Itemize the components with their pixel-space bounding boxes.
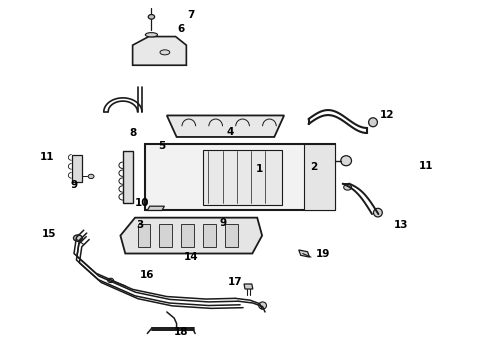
Polygon shape [147, 206, 164, 211]
Ellipse shape [148, 14, 155, 19]
Ellipse shape [108, 278, 114, 283]
Text: 9: 9 [220, 218, 226, 228]
Text: 8: 8 [129, 129, 136, 138]
Polygon shape [304, 144, 335, 211]
Ellipse shape [160, 50, 170, 55]
Ellipse shape [88, 174, 94, 179]
Polygon shape [121, 218, 262, 253]
Text: 13: 13 [394, 220, 409, 230]
Text: 4: 4 [227, 127, 234, 136]
Text: 9: 9 [71, 180, 77, 190]
Polygon shape [167, 116, 284, 137]
Polygon shape [203, 224, 216, 247]
Text: 3: 3 [136, 220, 144, 230]
Text: 11: 11 [40, 152, 54, 162]
Ellipse shape [74, 235, 82, 241]
Ellipse shape [259, 302, 267, 309]
Ellipse shape [146, 33, 158, 37]
Polygon shape [225, 224, 238, 247]
Text: 12: 12 [379, 111, 394, 121]
Text: 14: 14 [184, 252, 198, 262]
Polygon shape [244, 284, 253, 289]
Polygon shape [203, 149, 282, 205]
Ellipse shape [341, 156, 351, 166]
Ellipse shape [343, 184, 351, 190]
Text: 6: 6 [178, 24, 185, 35]
Ellipse shape [373, 208, 382, 217]
Polygon shape [133, 37, 186, 65]
Text: 19: 19 [316, 248, 330, 258]
Ellipse shape [368, 118, 377, 127]
Text: 7: 7 [188, 10, 195, 20]
Text: 16: 16 [140, 270, 154, 280]
Polygon shape [299, 250, 310, 257]
Text: 5: 5 [158, 141, 166, 151]
Text: 18: 18 [174, 327, 189, 337]
Text: 1: 1 [256, 164, 263, 174]
Text: 11: 11 [418, 161, 433, 171]
Text: 2: 2 [310, 162, 317, 172]
Polygon shape [145, 144, 335, 211]
Polygon shape [123, 151, 133, 203]
Polygon shape [72, 155, 82, 182]
Text: 17: 17 [228, 277, 243, 287]
Polygon shape [159, 224, 171, 247]
Text: 10: 10 [135, 198, 149, 208]
Polygon shape [181, 224, 194, 247]
Text: 15: 15 [42, 229, 57, 239]
Polygon shape [138, 224, 150, 247]
